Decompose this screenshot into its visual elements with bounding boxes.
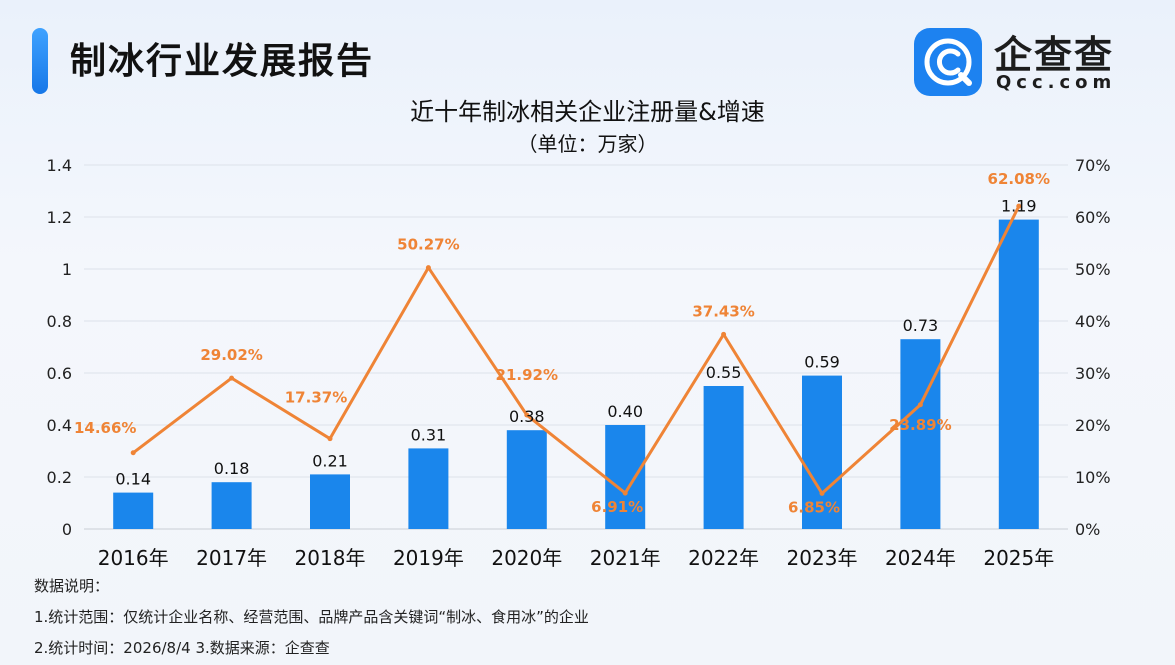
growth-data-label: 17.37%: [285, 389, 347, 407]
growth-point: [1016, 203, 1022, 209]
bar: [900, 339, 941, 529]
y-right-tick-label: 10%: [1075, 468, 1111, 487]
logo-sub: Qcc.com: [996, 72, 1117, 93]
bar: [113, 492, 154, 529]
bar-data-label: 0.59: [804, 353, 840, 372]
bar-data-label: 0.18: [214, 459, 250, 478]
growth-line: [132, 205, 1021, 495]
y-left-tick-label: 1.4: [47, 156, 72, 175]
growth-data-label: 29.02%: [200, 346, 262, 364]
bar-data-label: 0.55: [706, 363, 742, 382]
y-right-tick-label: 20%: [1075, 416, 1111, 435]
growth-point: [524, 412, 530, 418]
x-tick-label: 2018年: [295, 546, 366, 570]
growth-point: [425, 265, 431, 271]
bar-data-label: 0.38: [509, 407, 545, 426]
growth-point: [917, 402, 923, 408]
x-tick-label: 2022年: [688, 546, 759, 570]
growth-point: [721, 331, 727, 337]
bar-data-label: 0.14: [115, 470, 151, 489]
bar-data-label: 0.21: [312, 451, 348, 470]
x-tick-label: 2019年: [393, 546, 464, 570]
notes-time-source: 2.统计时间：2026/8/4 3.数据来源：企查查: [34, 639, 330, 657]
bar-data-label: 0.31: [411, 425, 447, 444]
y-right-tick-label: 60%: [1075, 208, 1111, 227]
y-left-tick-label: 0.2: [47, 468, 72, 487]
chart-title: 近十年制冰相关企业注册量&增速: [410, 98, 765, 126]
growth-data-label: 21.92%: [496, 366, 558, 384]
notes-heading: 数据说明：: [34, 577, 110, 595]
growth-data-label: 50.27%: [397, 236, 459, 254]
bar: [310, 474, 350, 529]
y-left-tick-label: 0.4: [47, 416, 72, 435]
growth-data-label: 23.89%: [889, 416, 951, 434]
x-tick-label: 2025年: [983, 546, 1054, 570]
bar-data-label: 0.73: [903, 316, 939, 335]
growth-point: [130, 450, 136, 456]
bar: [211, 482, 252, 529]
x-tick-label: 2016年: [98, 546, 169, 570]
y-left-tick-label: 0.8: [47, 312, 72, 331]
x-tick-label: 2017年: [196, 546, 267, 570]
bar: [506, 430, 547, 529]
growth-data-label: 62.08%: [988, 170, 1050, 188]
title-accent-bar: [32, 28, 48, 94]
growth-point: [622, 490, 628, 496]
y-right-tick-label: 50%: [1075, 260, 1111, 279]
x-tick-label: 2024年: [885, 546, 956, 570]
y-left-tick-label: 1: [62, 260, 72, 279]
notes-scope: 1.统计范围：仅统计企业名称、经营范围、品牌产品含关键词“制冰、食用冰”的企业: [34, 608, 589, 626]
bar: [605, 425, 646, 529]
y-right-tick-label: 40%: [1075, 312, 1111, 331]
x-tick-label: 2021年: [590, 546, 661, 570]
bar: [802, 375, 842, 529]
growth-data-label: 37.43%: [692, 302, 754, 320]
y-left-tick-label: 1.2: [47, 208, 72, 227]
growth-point: [327, 436, 333, 442]
bar: [703, 386, 744, 529]
x-tick-label: 2023年: [787, 546, 858, 570]
growth-point: [819, 490, 825, 496]
growth-data-label: 6.91%: [591, 498, 643, 516]
y-right-tick-label: 30%: [1075, 364, 1111, 383]
bar: [408, 448, 449, 529]
chart-subtitle: （单位：万家）: [517, 132, 658, 156]
growth-data-label: 14.66%: [74, 419, 136, 437]
y-right-tick-label: 0%: [1075, 520, 1100, 539]
logo-name: 企查查: [994, 33, 1115, 77]
x-tick-label: 2020年: [491, 546, 562, 570]
y-left-tick-label: 0: [62, 520, 72, 539]
growth-point: [229, 375, 235, 381]
growth-data-label: 6.85%: [788, 498, 840, 516]
qcc-logo-icon: [914, 28, 982, 96]
bar-data-label: 1.19: [1001, 197, 1037, 216]
bar-data-label: 0.40: [607, 402, 643, 421]
report-title: 制冰行业发展报告: [70, 41, 375, 82]
y-left-tick-label: 0.6: [47, 364, 72, 383]
y-right-tick-label: 70%: [1075, 156, 1111, 175]
bar: [998, 219, 1039, 529]
